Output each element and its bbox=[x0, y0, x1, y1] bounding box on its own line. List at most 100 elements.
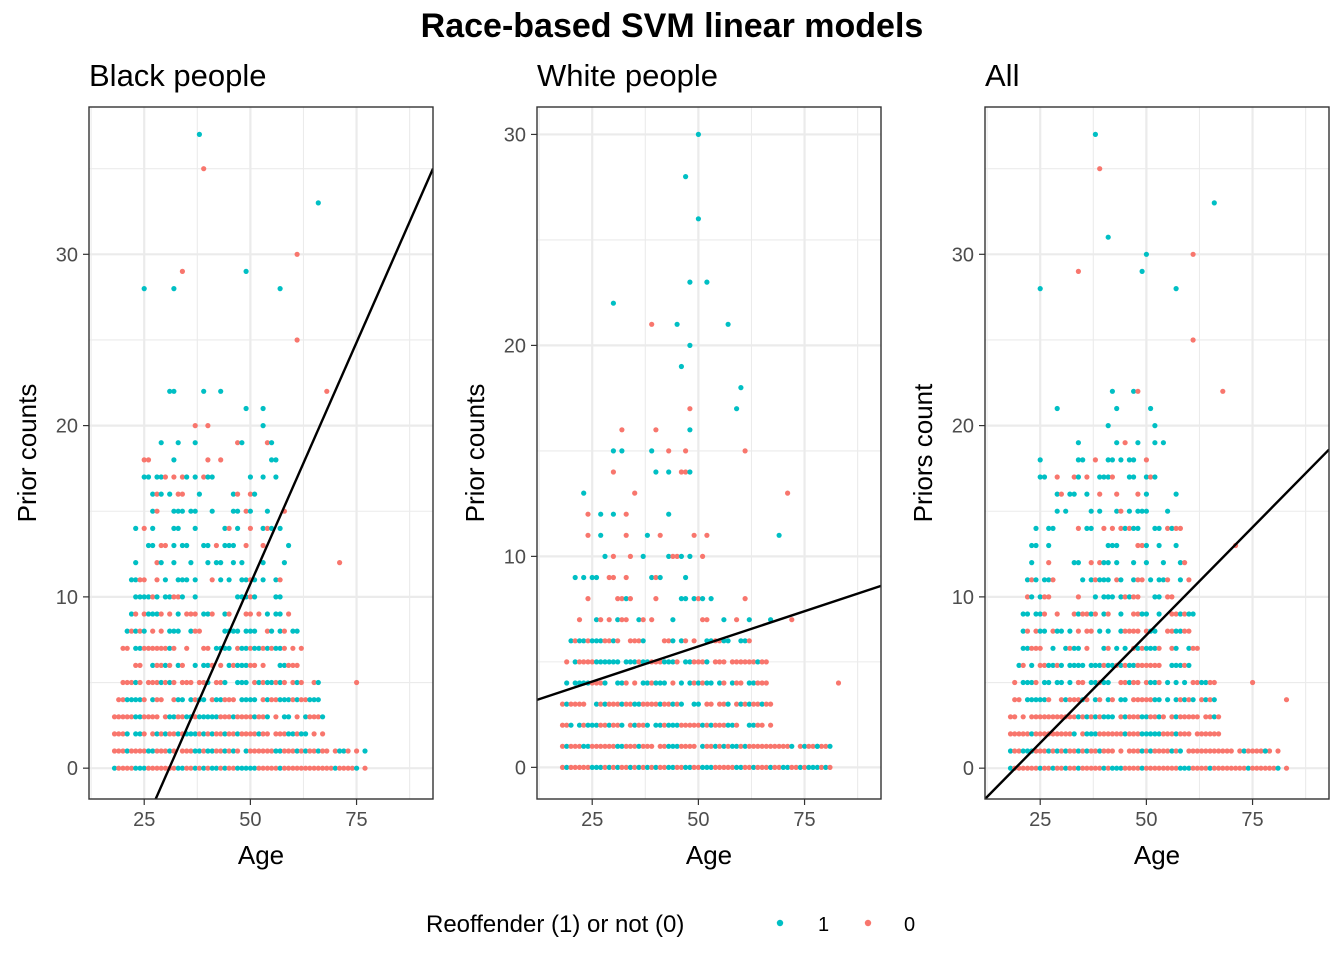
data-point bbox=[128, 697, 135, 703]
data-point bbox=[171, 560, 177, 566]
data-point bbox=[636, 743, 642, 749]
data-point bbox=[763, 743, 769, 749]
data-point bbox=[649, 680, 655, 686]
data-point bbox=[1024, 748, 1031, 754]
data-point bbox=[1160, 714, 1166, 720]
data-point bbox=[1152, 474, 1158, 480]
data-point bbox=[670, 701, 676, 707]
data-point bbox=[691, 722, 697, 728]
data-point bbox=[120, 731, 126, 737]
data-point bbox=[179, 508, 185, 514]
data-point bbox=[619, 448, 625, 454]
data-point bbox=[683, 764, 689, 771]
data-point bbox=[354, 748, 360, 754]
data-point bbox=[171, 679, 177, 686]
data-point bbox=[568, 701, 574, 707]
data-point bbox=[1182, 611, 1188, 617]
data-point bbox=[158, 765, 164, 771]
data-point bbox=[683, 469, 689, 475]
data-point bbox=[218, 765, 224, 771]
data-point bbox=[179, 662, 185, 669]
data-point bbox=[581, 638, 587, 644]
data-point bbox=[1105, 542, 1111, 549]
data-point bbox=[738, 743, 744, 749]
data-point bbox=[145, 594, 152, 600]
data-point bbox=[1126, 594, 1132, 600]
data-point bbox=[1041, 577, 1048, 583]
data-point bbox=[1101, 714, 1107, 720]
data-point bbox=[150, 508, 156, 514]
data-point bbox=[167, 645, 173, 651]
data-point bbox=[264, 731, 270, 737]
data-point bbox=[1152, 662, 1158, 669]
data-point bbox=[1075, 611, 1081, 617]
data-point bbox=[1012, 731, 1018, 737]
data-point bbox=[1071, 697, 1077, 703]
data-point bbox=[315, 679, 321, 686]
data-point bbox=[678, 680, 685, 686]
data-point bbox=[116, 748, 122, 754]
data-point bbox=[209, 508, 215, 514]
data-point bbox=[1169, 611, 1175, 617]
data-point bbox=[623, 617, 629, 623]
data-point bbox=[1135, 594, 1141, 600]
data-point bbox=[576, 617, 583, 623]
data-point bbox=[725, 764, 731, 771]
x-axis-label: Age bbox=[1134, 840, 1180, 870]
data-point bbox=[1046, 697, 1052, 703]
data-point bbox=[111, 731, 118, 737]
data-point bbox=[627, 722, 634, 728]
data-point bbox=[222, 525, 228, 532]
data-point bbox=[1143, 662, 1149, 669]
data-point bbox=[1220, 748, 1226, 754]
data-point bbox=[137, 577, 143, 583]
data-point bbox=[1007, 765, 1014, 771]
data-point bbox=[124, 765, 130, 771]
data-point bbox=[1207, 765, 1213, 771]
data-point bbox=[1033, 542, 1039, 549]
data-point bbox=[1194, 748, 1200, 754]
data-point bbox=[290, 645, 296, 651]
data-point bbox=[298, 645, 304, 651]
data-point bbox=[742, 659, 748, 665]
data-point bbox=[154, 560, 160, 566]
data-point bbox=[1016, 662, 1022, 669]
data-point bbox=[294, 765, 300, 771]
data-point bbox=[184, 765, 190, 771]
data-point bbox=[260, 560, 266, 566]
data-point bbox=[145, 714, 152, 720]
data-point bbox=[243, 628, 249, 634]
data-point bbox=[789, 764, 795, 771]
data-point bbox=[691, 596, 697, 602]
data-point bbox=[670, 722, 676, 728]
data-point bbox=[243, 662, 249, 669]
data-point bbox=[670, 764, 676, 771]
data-point bbox=[277, 697, 283, 703]
data-point bbox=[1041, 714, 1048, 720]
data-point bbox=[1029, 731, 1035, 737]
data-point bbox=[320, 748, 326, 754]
data-point bbox=[239, 560, 245, 566]
data-point bbox=[167, 594, 173, 600]
data-point bbox=[1135, 679, 1141, 686]
data-point bbox=[657, 764, 663, 771]
data-point bbox=[235, 628, 241, 634]
data-point bbox=[1054, 765, 1060, 771]
data-point bbox=[602, 553, 608, 560]
data-point bbox=[154, 662, 160, 669]
data-point bbox=[1186, 645, 1192, 651]
data-point bbox=[704, 722, 710, 728]
data-point bbox=[1122, 525, 1128, 532]
data-point bbox=[649, 743, 655, 749]
data-point bbox=[1131, 679, 1137, 686]
data-point bbox=[1135, 388, 1141, 394]
data-point bbox=[1080, 457, 1086, 463]
data-point bbox=[1033, 697, 1039, 703]
data-point bbox=[1054, 508, 1060, 514]
data-point bbox=[785, 743, 791, 749]
data-point bbox=[704, 701, 710, 707]
data-point bbox=[218, 679, 224, 686]
data-point bbox=[1046, 748, 1052, 754]
data-point bbox=[167, 748, 173, 754]
data-point bbox=[1075, 679, 1081, 686]
